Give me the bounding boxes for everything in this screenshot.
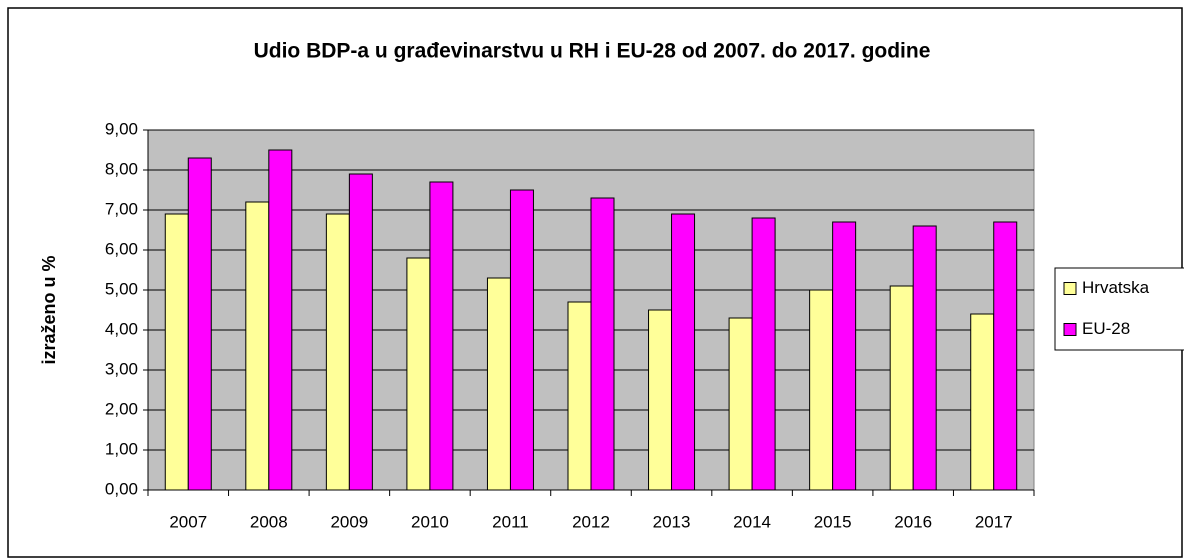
x-tick-label: 2015 — [814, 512, 852, 531]
y-tick-label: 7,00 — [105, 199, 138, 218]
legend-box — [1054, 267, 1184, 351]
x-tick-label: 2012 — [572, 512, 610, 531]
bar — [671, 213, 696, 491]
y-axis-label: izraženo u % — [39, 255, 59, 364]
bar — [268, 149, 293, 491]
x-tick-label: 2014 — [733, 512, 771, 531]
y-tick-label: 3,00 — [105, 359, 138, 378]
y-tick-label: 6,00 — [105, 239, 138, 258]
y-tick-label: 5,00 — [105, 279, 138, 298]
x-tick-label: 2007 — [169, 512, 207, 531]
bar — [486, 277, 511, 491]
y-tick-label: 9,00 — [105, 119, 138, 138]
x-tick-label: 2013 — [653, 512, 691, 531]
y-tick-label: 2,00 — [105, 399, 138, 418]
bar — [406, 257, 431, 491]
x-tick-label: 2009 — [330, 512, 368, 531]
legend-swatch — [1063, 282, 1077, 295]
bar — [509, 189, 534, 491]
chart-title: Udio BDP-a u građevinarstvu u RH i EU-28… — [254, 40, 931, 63]
bar — [187, 157, 212, 491]
legend-label: Hrvatska — [1082, 278, 1150, 297]
bar — [970, 313, 995, 491]
x-tick-label: 2017 — [975, 512, 1013, 531]
bar — [912, 225, 937, 491]
bar — [590, 197, 615, 491]
bar — [567, 301, 592, 491]
x-tick-label: 2008 — [250, 512, 288, 531]
bar — [348, 173, 373, 491]
legend-label: EU-28 — [1082, 319, 1130, 338]
bar — [325, 213, 350, 491]
bar — [164, 213, 189, 491]
y-tick-label: 4,00 — [105, 319, 138, 338]
bar — [889, 285, 914, 491]
bar — [728, 317, 753, 491]
bar — [429, 181, 454, 491]
bar — [245, 201, 270, 491]
y-tick-label: 1,00 — [105, 439, 138, 458]
bar — [751, 217, 776, 491]
y-tick-label: 8,00 — [105, 159, 138, 178]
x-tick-label: 2011 — [492, 512, 529, 531]
y-tick-label: 0,00 — [105, 479, 138, 498]
bar — [809, 289, 834, 491]
x-tick-label: 2016 — [894, 512, 932, 531]
x-tick-label: 2010 — [411, 512, 449, 531]
bar — [993, 221, 1018, 491]
bar — [832, 221, 857, 491]
legend-swatch — [1063, 323, 1077, 336]
bar — [648, 309, 673, 491]
